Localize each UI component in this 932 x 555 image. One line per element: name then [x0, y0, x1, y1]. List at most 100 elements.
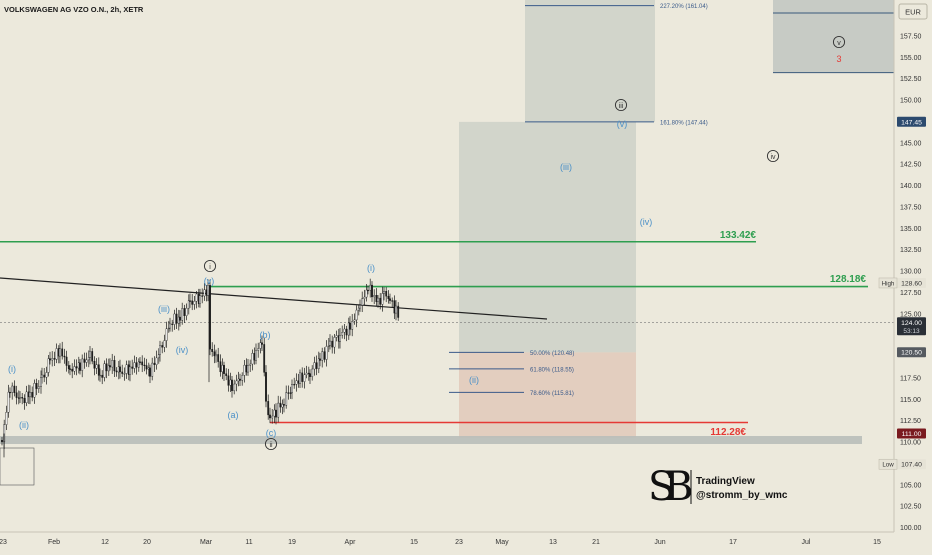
wave-circle [832, 35, 846, 49]
left-edge-box [0, 447, 35, 486]
x-tick-label: Mar [200, 539, 213, 546]
candle-body [359, 305, 361, 309]
wave-label: (iii) [560, 162, 572, 172]
fib-label: 161.80% (147.44) [660, 120, 708, 126]
candle-body [135, 362, 138, 368]
candle-body [45, 372, 48, 378]
candle-body [11, 385, 14, 393]
candle-body [9, 391, 11, 394]
level-label: 128.18€ [830, 274, 867, 285]
candle-body [353, 319, 356, 322]
wave-circle [614, 98, 628, 112]
wave-label: (b) [260, 330, 271, 340]
fib-label: 50.00% (120.48) [530, 351, 574, 357]
candle-body [263, 344, 266, 373]
candle-body [227, 375, 230, 386]
candle-body [1, 440, 3, 443]
candle-body [305, 372, 308, 376]
candle-body [189, 300, 191, 302]
candle-body [299, 372, 301, 384]
x-tick-label: 15 [873, 539, 881, 546]
support-zone [0, 436, 862, 444]
candle-body [319, 358, 321, 361]
correction-box [459, 352, 636, 438]
fib-label: 227.20% (161.04) [660, 4, 708, 10]
candle-body [131, 366, 134, 369]
candle-body [103, 363, 106, 378]
candle-body [293, 384, 296, 386]
candle-body [303, 374, 306, 382]
candle-body [121, 371, 124, 374]
candle-body [151, 362, 154, 377]
candle-body [239, 378, 241, 381]
wave-label: (c) [266, 428, 277, 438]
candle-body [219, 361, 222, 373]
y-tick-label: 152.50 [900, 76, 922, 83]
price-tag [878, 458, 898, 470]
currency-button[interactable] [898, 3, 928, 20]
time-axis[interactable]: 23 Feb 12 20 Mar 11 19 Apr 15 23 May 13 21 Jun 17 Jul 15 [0, 539, 881, 546]
candle-body [357, 307, 360, 311]
price-tag-label: Low [882, 462, 894, 469]
candle-body [231, 379, 233, 391]
candle-body [223, 364, 225, 374]
candle-body [65, 356, 68, 366]
candle-body [169, 323, 171, 329]
candle-body [43, 374, 46, 378]
candle-body [187, 300, 190, 309]
watermark-handle: @stromm_by_wmc [696, 490, 788, 501]
candle-body [181, 308, 184, 321]
candle-body [97, 364, 100, 376]
candle-body [341, 332, 344, 336]
wave-label: (a) [228, 410, 239, 420]
candle-body [111, 360, 114, 368]
candle-body [63, 355, 66, 358]
candle-body [209, 285, 211, 350]
candle-body [47, 358, 50, 373]
candle-body [137, 361, 140, 368]
candle-body [99, 374, 101, 377]
candle-body [37, 386, 40, 389]
price-axis[interactable] [894, 0, 932, 532]
candle-body [275, 409, 277, 418]
candle-body [49, 358, 51, 361]
candle-body [179, 316, 181, 321]
x-tick-label: 23 [455, 539, 463, 546]
candle-body [269, 414, 271, 419]
price-badge-label: 147.45 [901, 119, 922, 126]
candle-body [253, 353, 256, 361]
candle-body [125, 364, 128, 374]
candle-body [335, 335, 338, 338]
candle-body [185, 307, 188, 316]
y-tick-label: 125.00 [900, 311, 922, 318]
candle-body [233, 383, 236, 391]
candle-body [61, 348, 64, 357]
candle-body [309, 373, 311, 377]
price-badge-label: 120.50 [901, 350, 922, 357]
candle-body [199, 295, 201, 304]
candle-body [225, 373, 228, 376]
wave-label: (i) [367, 263, 375, 273]
x-tick-label: May [495, 539, 509, 546]
candle-body [371, 284, 373, 298]
watermark: S B TradingView @stromm_by_wmc [648, 464, 788, 510]
candle-body [193, 301, 196, 305]
price-badge [897, 116, 926, 127]
watermark-logo: S B [648, 464, 693, 510]
x-tick-label: 12 [101, 539, 109, 546]
wave-circle [203, 259, 217, 273]
x-tick-label: Feb [48, 539, 60, 546]
y-tick-label: 145.00 [900, 140, 922, 147]
x-tick-label: Apr [345, 539, 357, 546]
candle-body [363, 296, 366, 299]
candle-body [139, 361, 141, 363]
projection-box-wave-iii [459, 121, 636, 353]
candle-body [123, 373, 126, 375]
candle-body [101, 374, 104, 378]
candle-body [207, 285, 209, 296]
candle-body [133, 362, 136, 369]
candle-body [217, 354, 220, 362]
candle-body [21, 397, 24, 399]
